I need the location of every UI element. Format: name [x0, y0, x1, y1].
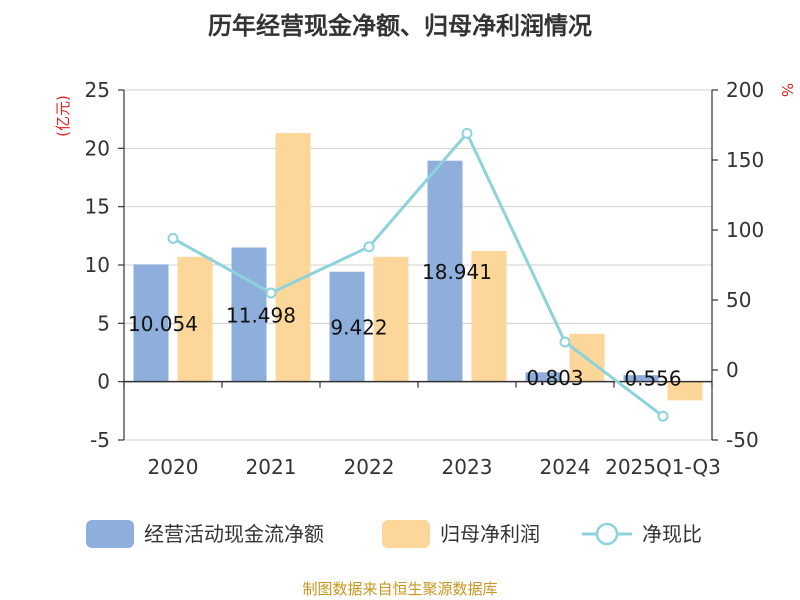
bar-profit [177, 256, 213, 382]
left-tick-label: 0 [97, 370, 110, 394]
ratio-point [559, 336, 571, 348]
right-tick-label: -50 [726, 428, 759, 452]
data-label-cashflow: 11.498 [226, 304, 296, 328]
bar-profit [471, 251, 507, 382]
x-tick-label: 2024 [540, 455, 591, 479]
x-tick-label: 2023 [442, 455, 493, 479]
ratio-point [363, 241, 375, 253]
ratio-point [461, 127, 473, 139]
bar-profit [667, 381, 703, 401]
x-tick-label: 2020 [148, 455, 199, 479]
right-axis-unit: % [778, 83, 796, 97]
data-label-cashflow: 9.422 [330, 316, 387, 340]
right-axis-ticks: 200 150 100 50 0 -50 [712, 78, 764, 452]
x-tick-label: 2021 [246, 455, 297, 479]
left-tick-label: 20 [85, 136, 110, 160]
data-label-cashflow: 10.054 [128, 312, 198, 336]
ratio-line [167, 127, 669, 422]
x-tick-label: 2022 [344, 455, 395, 479]
legend-swatch-profit [382, 520, 430, 548]
ratio-line-path [172, 130, 664, 418]
chart-title: 历年经营现金净额、归母净利润情况 [208, 12, 592, 40]
data-label-cashflow: 18.941 [422, 260, 492, 284]
right-tick-label: 100 [726, 218, 764, 242]
right-tick-label: 150 [726, 148, 764, 172]
legend-label-cashflow: 经营活动现金流净额 [144, 522, 324, 546]
legend-label-profit: 归母净利润 [440, 522, 540, 546]
ratio-point [265, 287, 277, 299]
data-label-cashflow: 0.803 [526, 366, 583, 390]
legend-swatch-cashflow [86, 520, 134, 548]
left-tick-label: 5 [97, 311, 110, 335]
ratio-point [657, 410, 669, 422]
legend-marker-ratio [595, 522, 619, 546]
source-note: 制图数据来自恒生聚源数据库 [302, 580, 497, 598]
ratio-point [167, 232, 179, 244]
bar-profit [275, 133, 311, 382]
right-tick-label: 50 [726, 288, 751, 312]
legend: 经营活动现金流净额 归母净利润 净现比 [86, 520, 702, 548]
left-axis-unit: (亿元) [54, 95, 72, 137]
left-tick-label: 25 [85, 78, 110, 102]
left-tick-label: 10 [85, 253, 110, 277]
bar-cashflow [623, 375, 659, 382]
bar-cashflow [231, 247, 267, 382]
bar-cashflow [329, 271, 365, 382]
right-tick-label: 200 [726, 78, 764, 102]
left-tick-label: 15 [85, 195, 110, 219]
axes [123, 90, 713, 440]
data-labels: 10.054 11.498 9.422 18.941 0.803 0.556 [128, 260, 682, 390]
right-tick-label: 0 [726, 358, 739, 382]
left-axis-ticks: 25 20 15 10 5 0 -5 [85, 78, 124, 452]
x-axis-ticks: 2020 2021 2022 2023 2024 2025Q1-Q3 [148, 455, 721, 479]
bar-cashflow [427, 160, 463, 382]
data-label-cashflow: 0.556 [624, 367, 681, 391]
bar-cashflow [525, 372, 561, 382]
bar-profit [373, 256, 409, 382]
bar-cashflow [133, 264, 169, 382]
legend-label-ratio: 净现比 [642, 522, 702, 546]
x-tick-label: 2025Q1-Q3 [605, 455, 721, 479]
bars [133, 133, 703, 401]
left-tick-label: -5 [90, 428, 110, 452]
